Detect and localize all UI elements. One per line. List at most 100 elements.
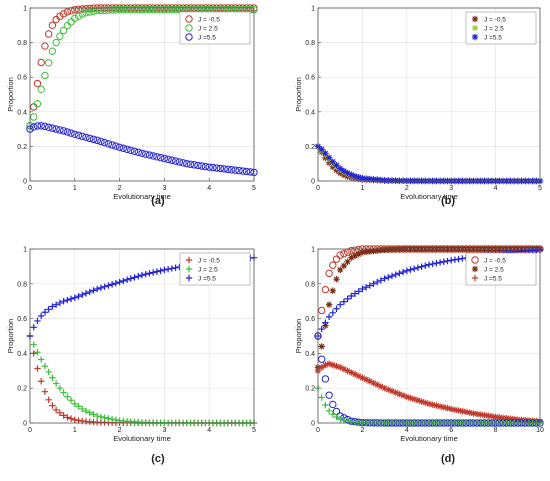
legend-entry: J = -0.5 <box>484 17 506 24</box>
data-point <box>440 404 447 411</box>
data-point <box>67 397 75 404</box>
data-point <box>337 266 344 274</box>
data-point <box>93 6 101 15</box>
legend-marker <box>471 256 479 264</box>
y-axis-label: Proportion <box>294 77 303 112</box>
data-point <box>325 391 333 399</box>
data-point <box>318 325 325 333</box>
y-tick-label: 0 <box>311 179 315 186</box>
data-point <box>108 141 116 149</box>
data-point <box>205 163 213 171</box>
data-point <box>466 409 473 416</box>
data-point <box>340 167 348 175</box>
data-point <box>175 158 184 166</box>
data-point <box>138 6 146 14</box>
data-point <box>194 161 202 170</box>
data-point <box>135 273 142 280</box>
legend: J = -0.5 J = 2.5 J =5.5 <box>465 252 537 286</box>
data-point <box>348 171 355 178</box>
data-point <box>388 272 396 280</box>
data-point <box>97 284 105 292</box>
legend: J = -0.5 J = 2.5 J =5.5 <box>179 11 251 45</box>
data-point <box>374 278 381 286</box>
chart-panel: 0 1 2 3 4 5 0 0.2 0.4 0.6 0.8 1 Evolutionary time Pro… <box>294 6 544 207</box>
data-point <box>209 163 217 172</box>
panel-label: (a) <box>151 195 165 207</box>
x-axis-label: Evolutionary time <box>400 192 458 201</box>
data-point <box>318 343 325 350</box>
data-point <box>41 122 49 131</box>
data-point <box>381 177 388 184</box>
data-point <box>52 406 60 414</box>
y-tick-label: 0.2 <box>17 386 27 393</box>
data-point <box>130 6 139 14</box>
data-point <box>503 415 510 422</box>
data-point <box>116 278 123 286</box>
data-point <box>67 415 75 422</box>
data-point <box>366 282 373 289</box>
x-tick-label: 4 <box>405 427 409 434</box>
data-point <box>359 374 366 381</box>
data-point <box>172 264 179 271</box>
data-point <box>344 295 351 303</box>
y-tick-label: 1 <box>23 247 27 254</box>
x-tick-label: 1 <box>360 185 364 192</box>
data-point <box>399 392 407 399</box>
data-point <box>79 405 86 413</box>
data-point <box>321 285 330 294</box>
data-point <box>38 378 45 385</box>
data-point <box>396 390 403 398</box>
data-point <box>451 406 459 414</box>
data-point <box>224 165 232 174</box>
data-point <box>333 162 340 169</box>
data-point <box>82 9 90 17</box>
data-point <box>488 413 496 420</box>
data-point <box>82 290 90 297</box>
data-point <box>329 361 336 369</box>
data-point <box>86 134 94 143</box>
data-point <box>78 10 86 18</box>
x-tick-label: 8 <box>494 427 498 434</box>
x-tick-label: 4 <box>494 185 498 192</box>
data-point <box>325 313 333 321</box>
data-point <box>60 412 67 419</box>
data-point <box>79 291 86 299</box>
data-point <box>374 381 381 388</box>
data-point <box>67 129 75 137</box>
x-tick-label: 2 <box>405 185 409 192</box>
data-point <box>93 136 101 145</box>
data-point <box>49 303 56 310</box>
data-point <box>145 151 154 159</box>
data-point <box>48 21 57 29</box>
data-point <box>212 164 221 172</box>
y-tick-label: 0.6 <box>305 316 315 323</box>
data-point <box>370 176 377 183</box>
data-point <box>344 367 351 374</box>
data-point <box>104 140 113 148</box>
data-point <box>78 132 86 141</box>
data-point <box>337 415 344 423</box>
data-point <box>186 160 195 168</box>
data-point <box>30 324 37 331</box>
data-point <box>425 400 433 408</box>
data-point <box>440 258 447 265</box>
x-tick-label: 0 <box>28 427 32 434</box>
data-point <box>414 264 422 271</box>
data-point <box>82 133 90 142</box>
data-point <box>131 274 138 281</box>
data-point <box>433 260 440 267</box>
data-point <box>333 305 340 312</box>
data-point <box>37 58 45 67</box>
data-point <box>366 248 373 255</box>
legend-marker <box>185 24 193 32</box>
legend-marker <box>185 274 193 282</box>
y-tick-label: 0 <box>23 179 27 186</box>
data-point <box>227 166 236 174</box>
data-point <box>355 251 362 258</box>
data-point <box>332 255 341 263</box>
data-point <box>455 407 462 414</box>
data-point <box>45 396 52 403</box>
data-point <box>71 6 79 14</box>
data-point <box>56 409 64 417</box>
x-tick-label: 2 <box>360 427 364 434</box>
